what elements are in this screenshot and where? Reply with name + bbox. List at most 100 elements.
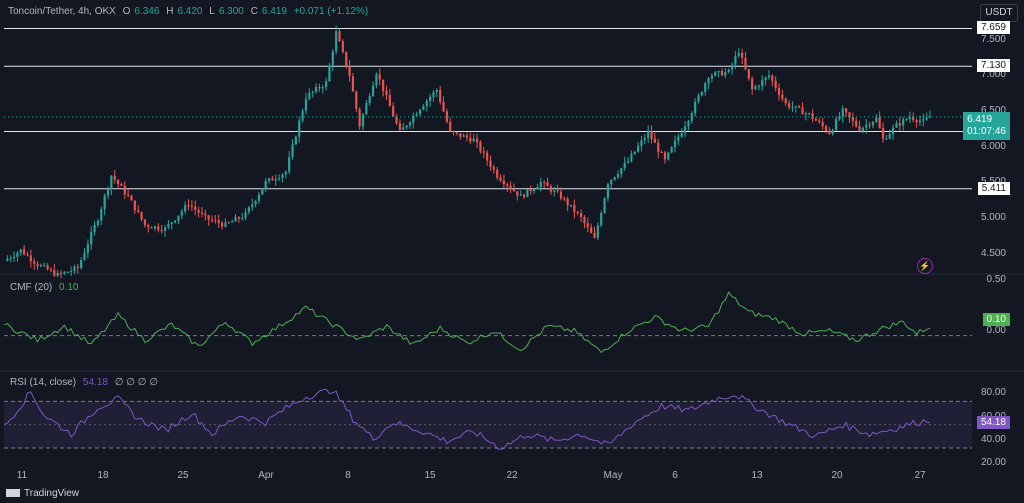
candle-body	[804, 113, 807, 115]
candle-body	[70, 270, 73, 272]
candle-body	[878, 117, 881, 129]
cmf-legend: CMF (20) 0.10	[10, 282, 82, 293]
level-tag: 7.130	[976, 59, 1010, 73]
high-value: 6.420	[177, 6, 203, 17]
candle-body	[885, 138, 888, 140]
candle-body	[402, 127, 405, 130]
price-axis-label: 6.000	[980, 140, 1006, 152]
candle-body	[784, 98, 787, 104]
candle-body	[865, 124, 868, 128]
candle-body	[683, 126, 687, 133]
candle-body	[264, 181, 267, 189]
candle-body	[529, 189, 532, 192]
candle-body	[626, 161, 630, 163]
candle-body	[556, 190, 559, 192]
candle-body	[918, 120, 922, 123]
candle-body	[385, 91, 388, 96]
candle-body	[116, 179, 120, 185]
candle-body	[754, 86, 757, 90]
candle-body	[103, 195, 106, 210]
candle-body	[288, 157, 291, 172]
candle-body	[174, 220, 177, 223]
candle-body	[502, 180, 505, 185]
candle-body	[378, 74, 381, 80]
candle-body	[194, 206, 197, 210]
candle-body	[19, 249, 22, 253]
currency-button[interactable]: USDT	[980, 4, 1018, 22]
candle-body	[73, 266, 76, 271]
candle-body	[281, 174, 284, 178]
candle-body	[764, 77, 767, 80]
candle-body	[808, 113, 811, 115]
candle-body	[328, 65, 331, 82]
candle-body	[231, 221, 234, 223]
candle-body	[254, 200, 257, 205]
candle-body	[616, 174, 620, 178]
candle-body	[459, 133, 462, 137]
time-axis-label: 18	[97, 470, 109, 481]
candle-body	[787, 103, 791, 108]
candle-body	[298, 120, 301, 137]
candle-body	[824, 126, 828, 132]
candle-body	[610, 179, 613, 185]
candle-body	[244, 212, 247, 218]
candle-body	[351, 76, 355, 92]
rsi-tag: 54.18	[976, 416, 1010, 429]
candle-body	[237, 217, 240, 219]
candle-body	[677, 136, 680, 141]
candle-body	[794, 106, 797, 108]
candle-body	[335, 31, 338, 52]
candle-body	[278, 177, 281, 180]
candle-body	[798, 106, 801, 108]
candle-body	[392, 106, 395, 117]
candle-body	[452, 130, 455, 133]
candle-body	[818, 120, 821, 123]
candle-body	[630, 153, 633, 162]
candle-body	[908, 117, 911, 120]
candle-body	[774, 80, 777, 89]
candle-body	[251, 204, 254, 208]
candle-body	[747, 69, 750, 79]
candle-body	[361, 114, 365, 127]
rsi-axis-label-80: 80.00	[980, 387, 1006, 398]
candle-body	[163, 227, 167, 231]
candle-body	[821, 122, 824, 127]
candle-body	[777, 88, 781, 95]
candle-body	[284, 171, 287, 175]
candle-body	[271, 178, 274, 181]
candle-body	[204, 213, 207, 216]
rsi-value: 54.18	[82, 377, 108, 388]
candle-body	[338, 31, 341, 42]
candle-body	[512, 189, 516, 192]
candle-body	[486, 152, 489, 161]
candle-body	[814, 118, 818, 121]
candle-body	[606, 184, 610, 199]
candle-body	[93, 224, 96, 233]
candle-body	[727, 69, 730, 73]
candle-body	[455, 132, 459, 134]
candle-body	[86, 244, 89, 253]
candle-body	[435, 89, 438, 93]
candle-body	[730, 64, 734, 70]
candle-body	[586, 223, 589, 228]
candle-body	[358, 108, 361, 127]
candle-body	[9, 258, 12, 260]
candle-body	[140, 211, 143, 220]
candle-body	[781, 94, 784, 99]
candle-body	[600, 212, 603, 226]
candle-body	[751, 78, 754, 90]
candle-body	[261, 188, 264, 195]
candle-body	[593, 233, 596, 238]
candle-body	[855, 120, 858, 127]
lightning-icon[interactable]: ⚡	[917, 258, 933, 274]
candle-body	[214, 220, 217, 222]
current-price-tag: 6.419 01:07:46	[963, 112, 1010, 140]
price-axis-label: 7.500	[980, 33, 1006, 45]
candle-body	[274, 179, 277, 181]
candle-body	[543, 182, 546, 184]
candle-body	[811, 113, 814, 119]
candle-body	[603, 198, 606, 213]
candle-body	[697, 95, 700, 102]
candle-body	[355, 91, 358, 109]
